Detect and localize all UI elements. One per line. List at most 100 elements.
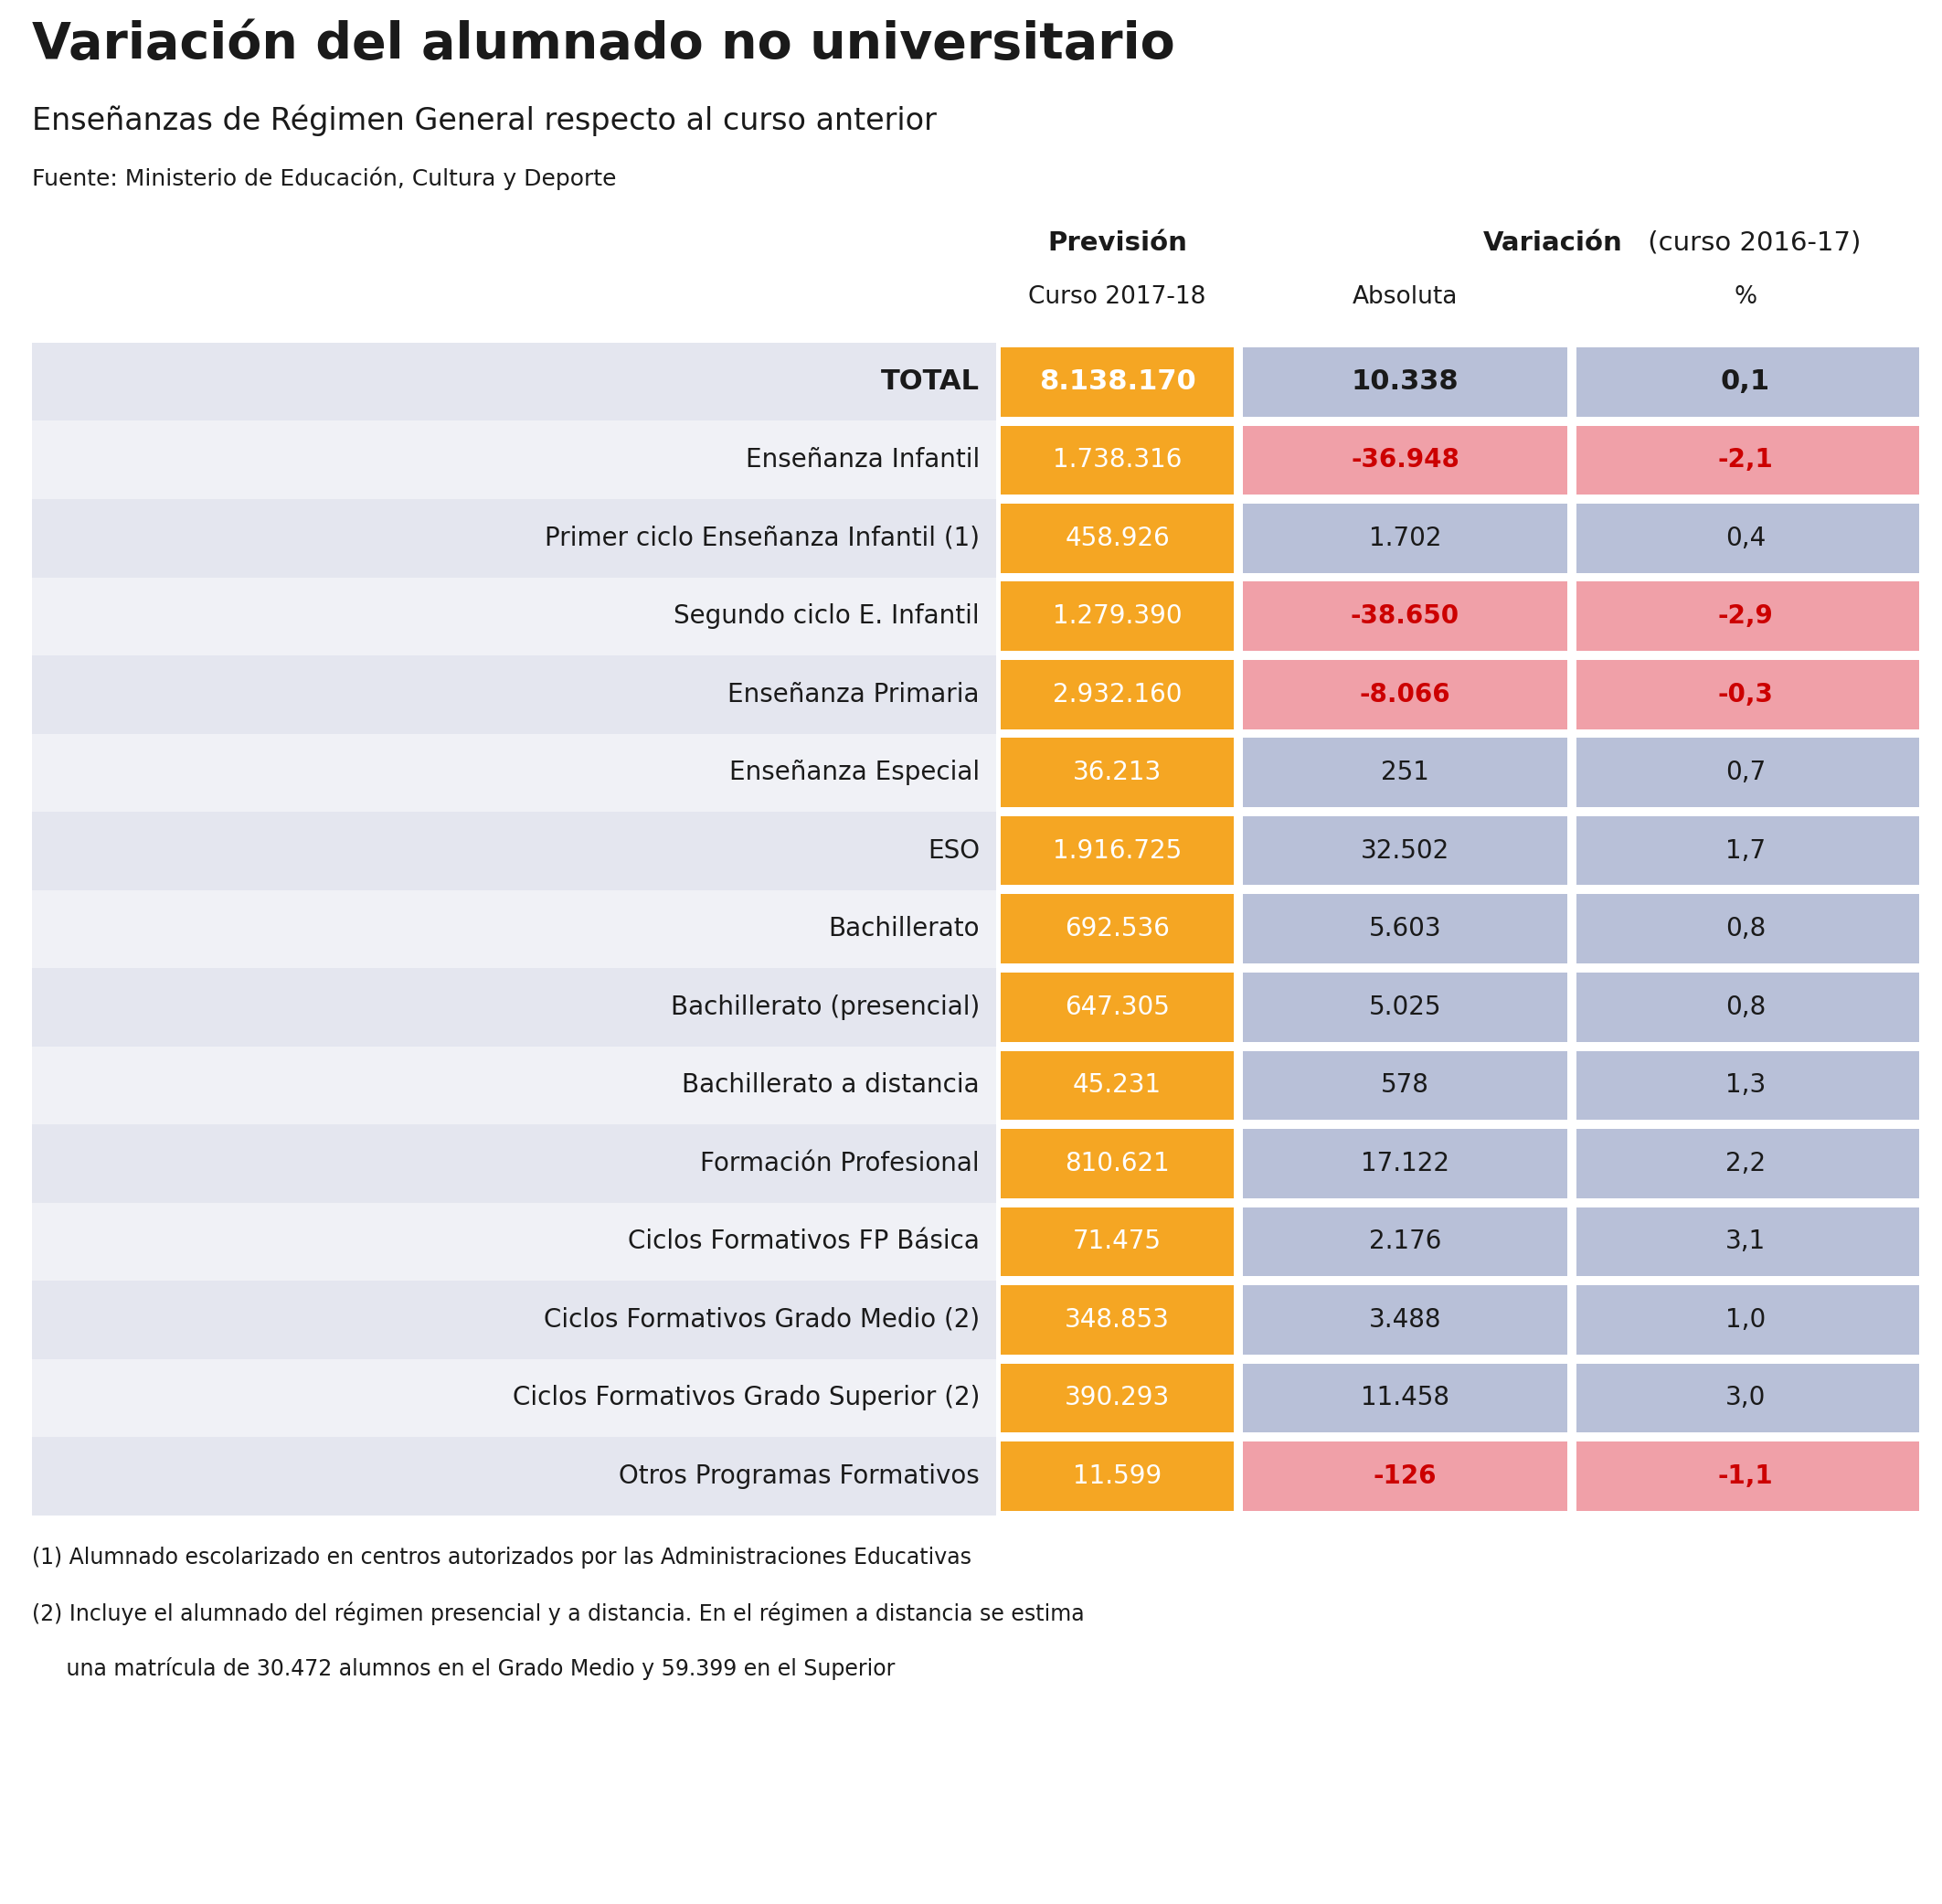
Bar (1243, 1441, 1567, 1510)
Bar (1000, 817, 1233, 885)
Bar (31, 811, 996, 889)
Text: (2) Incluye el alumnado del régimen presencial y a distancia. En el régimen a di: (2) Incluye el alumnado del régimen pres… (31, 1601, 1084, 1626)
Text: 5.603: 5.603 (1369, 916, 1441, 942)
Text: Variación: Variación (1484, 230, 1622, 255)
Text: 3,1: 3,1 (1724, 1228, 1765, 1255)
Bar (1577, 1207, 1919, 1276)
Text: %: % (1734, 286, 1758, 308)
Text: Enseñanza Especial: Enseñanza Especial (728, 760, 979, 786)
Bar (1577, 347, 1919, 417)
Bar (1577, 973, 1919, 1041)
Text: Enseñanza Primaria: Enseñanza Primaria (728, 682, 979, 706)
Text: 692.536: 692.536 (1064, 916, 1169, 942)
Text: Ciclos Formativos FP Básica: Ciclos Formativos FP Básica (627, 1228, 979, 1255)
Bar (1000, 1363, 1233, 1432)
Text: 11.458: 11.458 (1361, 1384, 1449, 1411)
Bar (31, 889, 996, 967)
Bar (1243, 1363, 1567, 1432)
Text: 11.599: 11.599 (1072, 1462, 1161, 1489)
Text: -126: -126 (1373, 1462, 1437, 1489)
Text: 2,2: 2,2 (1724, 1150, 1765, 1177)
Text: una matrícula de 30.472 alumnos en el Grado Medio y 59.399 en el Superior: una matrícula de 30.472 alumnos en el Gr… (31, 1656, 895, 1679)
Bar (1000, 425, 1233, 495)
Text: 458.926: 458.926 (1064, 526, 1169, 550)
Text: Formación Profesional: Formación Profesional (701, 1150, 979, 1177)
Bar (1000, 1207, 1233, 1276)
Bar (1000, 895, 1233, 963)
Text: Variación del alumnado no universitario: Variación del alumnado no universitario (31, 21, 1175, 69)
Text: Bachillerato a distancia: Bachillerato a distancia (682, 1072, 979, 1099)
Bar (1000, 583, 1233, 651)
Text: 0,8: 0,8 (1724, 994, 1765, 1021)
Text: 1,0: 1,0 (1724, 1306, 1765, 1333)
Bar (1000, 973, 1233, 1041)
Bar (1000, 739, 1233, 807)
Bar (31, 967, 996, 1045)
Text: 1,7: 1,7 (1724, 838, 1765, 864)
Text: 2.932.160: 2.932.160 (1053, 682, 1183, 706)
Bar (1577, 425, 1919, 495)
Bar (1243, 895, 1567, 963)
Text: 1,3: 1,3 (1724, 1072, 1765, 1099)
Text: 348.853: 348.853 (1064, 1306, 1169, 1333)
Text: 3,0: 3,0 (1724, 1384, 1765, 1411)
Bar (1243, 973, 1567, 1041)
Bar (1000, 505, 1233, 573)
Text: ESO: ESO (928, 838, 979, 864)
Bar (1243, 1207, 1567, 1276)
Text: Previsión: Previsión (1047, 230, 1187, 255)
Bar (31, 499, 996, 577)
Text: 5.025: 5.025 (1369, 994, 1441, 1021)
Text: -8.066: -8.066 (1359, 682, 1451, 706)
Text: (curso 2016-17): (curso 2016-17) (1639, 230, 1862, 255)
Text: 10.338: 10.338 (1352, 369, 1458, 396)
Text: Segundo ciclo E. Infantil: Segundo ciclo E. Infantil (674, 604, 979, 628)
Text: 32.502: 32.502 (1361, 838, 1449, 864)
Bar (1577, 817, 1919, 885)
Bar (31, 655, 996, 733)
Bar (1243, 661, 1567, 729)
Text: Bachillerato: Bachillerato (829, 916, 979, 942)
Bar (31, 577, 996, 655)
Bar (1577, 1129, 1919, 1198)
Bar (1243, 817, 1567, 885)
Bar (1000, 347, 1233, 417)
Text: 1.279.390: 1.279.390 (1053, 604, 1183, 628)
Text: Otros Programas Formativos: Otros Programas Formativos (619, 1462, 979, 1489)
Bar (31, 421, 996, 499)
Bar (1243, 583, 1567, 651)
Text: Ciclos Formativos Grado Superior (2): Ciclos Formativos Grado Superior (2) (513, 1384, 979, 1411)
Text: Ciclos Formativos Grado Medio (2): Ciclos Formativos Grado Medio (2) (544, 1306, 979, 1333)
Text: -2,1: -2,1 (1719, 447, 1773, 472)
Text: 1.702: 1.702 (1369, 526, 1441, 550)
Bar (1243, 1051, 1567, 1120)
Text: 45.231: 45.231 (1072, 1072, 1161, 1099)
Bar (1577, 1285, 1919, 1354)
Text: -0,3: -0,3 (1719, 682, 1773, 706)
Bar (1000, 1129, 1233, 1198)
Text: 0,8: 0,8 (1724, 916, 1765, 942)
Bar (1000, 661, 1233, 729)
Text: 578: 578 (1381, 1072, 1429, 1099)
Text: 71.475: 71.475 (1072, 1228, 1161, 1255)
Text: 647.305: 647.305 (1064, 994, 1169, 1021)
Bar (1243, 1285, 1567, 1354)
Bar (1577, 505, 1919, 573)
Text: 1.738.316: 1.738.316 (1053, 447, 1183, 472)
Bar (1243, 505, 1567, 573)
Text: 3.488: 3.488 (1369, 1306, 1441, 1333)
Text: Absoluta: Absoluta (1352, 286, 1458, 308)
Bar (1000, 1285, 1233, 1354)
Bar (31, 1203, 996, 1281)
Text: 0,4: 0,4 (1724, 526, 1765, 550)
Bar (1243, 739, 1567, 807)
Text: Enseñanzas de Régimen General respecto al curso anterior: Enseñanzas de Régimen General respecto a… (31, 105, 936, 137)
Bar (1243, 1129, 1567, 1198)
Text: 17.122: 17.122 (1361, 1150, 1449, 1177)
Bar (1577, 895, 1919, 963)
Bar (1000, 1051, 1233, 1120)
Text: (1) Alumnado escolarizado en centros autorizados por las Administraciones Educat: (1) Alumnado escolarizado en centros aut… (31, 1548, 971, 1569)
Text: 390.293: 390.293 (1064, 1384, 1169, 1411)
Bar (1000, 1441, 1233, 1510)
Bar (1243, 425, 1567, 495)
